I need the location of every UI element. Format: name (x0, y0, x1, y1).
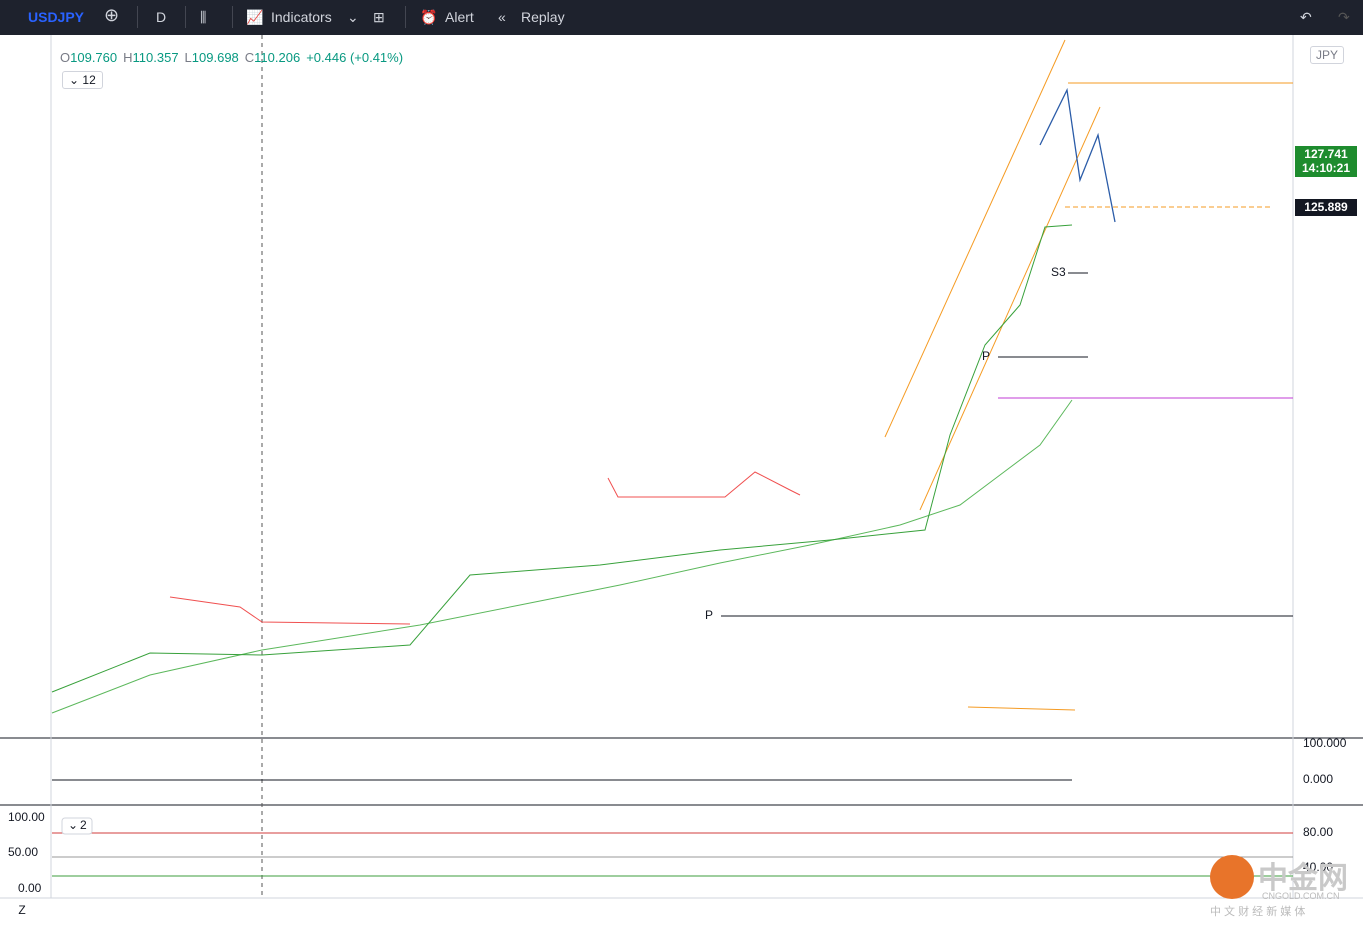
chart: S3 P P 100.000 0.000 80.00 40.00 100.00 … (0, 35, 1363, 917)
separator (185, 6, 186, 28)
alert[interactable]: Alert (445, 9, 474, 25)
watermark-slogan: 中 文 财 经 新 媒 体 (1210, 906, 1306, 918)
projection (1039, 87, 1116, 223)
annotation: S3 (1051, 265, 1066, 279)
currency[interactable]: JPY (1310, 46, 1345, 64)
interval[interactable]: D (156, 9, 167, 25)
oscillator-panel: 100.000 0.000 (52, 706, 1347, 786)
symbol[interactable]: USDJPY (28, 9, 85, 25)
ohlc-label: H (123, 50, 133, 65)
last-price: 127.741 (1304, 147, 1348, 162)
undo[interactable]: ↶ (1300, 9, 1312, 25)
alert-icon: ⏰ (420, 9, 438, 25)
crosshair-price-tag: 125.889 (1295, 198, 1357, 216)
change: +0.446 (+0.41%) (306, 50, 404, 65)
last-price-tag: 127.741 14:10:21 (1295, 146, 1357, 178)
replay[interactable]: Replay (521, 9, 565, 25)
watermark-logo: 中金网 (1258, 862, 1348, 895)
add-symbol[interactable]: ⊕ (104, 5, 120, 25)
separator (137, 6, 138, 28)
countdown: 14:10:21 (1301, 161, 1351, 176)
ohlc-value: 110.206 (254, 50, 301, 65)
annotation: P (705, 608, 713, 622)
channel-line (919, 106, 1101, 511)
moving-average (51, 399, 1073, 714)
chart-type[interactable]: ⫼ (200, 9, 207, 25)
ohlc-label: L (184, 50, 192, 65)
replay-icon: « (498, 9, 506, 25)
watermark-site: CNGOLD.COM.CN (1262, 891, 1340, 901)
divergence-line (967, 706, 1076, 711)
watermark-logo-icon (1210, 855, 1254, 899)
stoch-legend[interactable] (61, 817, 93, 835)
stoch-axis-label: 40.00 (1303, 860, 1333, 874)
ohlc-value: 110.357 (132, 50, 179, 65)
ohlc-value: 109.760 (70, 50, 118, 65)
trailing-stop-red (607, 471, 801, 498)
ohlc-legend: O109.760 H110.357 L109.698 C110.206 +0.446 (… (60, 50, 409, 65)
annotation: P (982, 349, 990, 363)
z-button[interactable]: Z (18, 903, 25, 917)
dropdown[interactable]: ⌄ (347, 9, 359, 25)
osc-axis-label: 0.000 (1303, 772, 1333, 786)
stoch-axis-label: 0.00 (18, 881, 42, 895)
trailing-stop-red (169, 596, 411, 625)
ohlc-label: C (244, 50, 255, 65)
channel-line (884, 39, 1066, 438)
overlays (51, 35, 1293, 898)
separator (232, 6, 233, 28)
ohlc-label: O (60, 50, 71, 65)
indicator-count[interactable]: ⌄ 12 (62, 71, 103, 89)
stoch-axis-label: 100.00 (8, 810, 45, 824)
frame (0, 35, 1363, 899)
stoch-axis-label: 50.00 (8, 845, 38, 859)
indicators-icon: 📈 (246, 9, 264, 25)
osc-axis-label: 100.000 (1303, 736, 1347, 750)
toolbar: USDJPY ⊕ D ⫼ 📈 Indicators ⌄ ⊞ ⏰ Alert « … (0, 0, 1363, 35)
stoch-axis-label: 80.00 (1303, 825, 1333, 839)
ohlc-value: 109.698 (191, 50, 239, 65)
stoch-panel: 80.00 40.00 100.00 50.00 0.00 ⌄ 2 (8, 810, 1333, 895)
templates[interactable]: ⊞ (373, 9, 385, 25)
indicators[interactable]: Indicators (271, 9, 332, 25)
stoch-legend-text: ⌄ (68, 818, 78, 832)
redo[interactable]: ↷ (1338, 9, 1350, 25)
stoch-legend-text: 2 (80, 818, 87, 832)
separator (405, 6, 406, 28)
trailing-stop (51, 224, 1073, 693)
count: 12 (82, 73, 96, 87)
time-axis: Z (18, 903, 25, 917)
